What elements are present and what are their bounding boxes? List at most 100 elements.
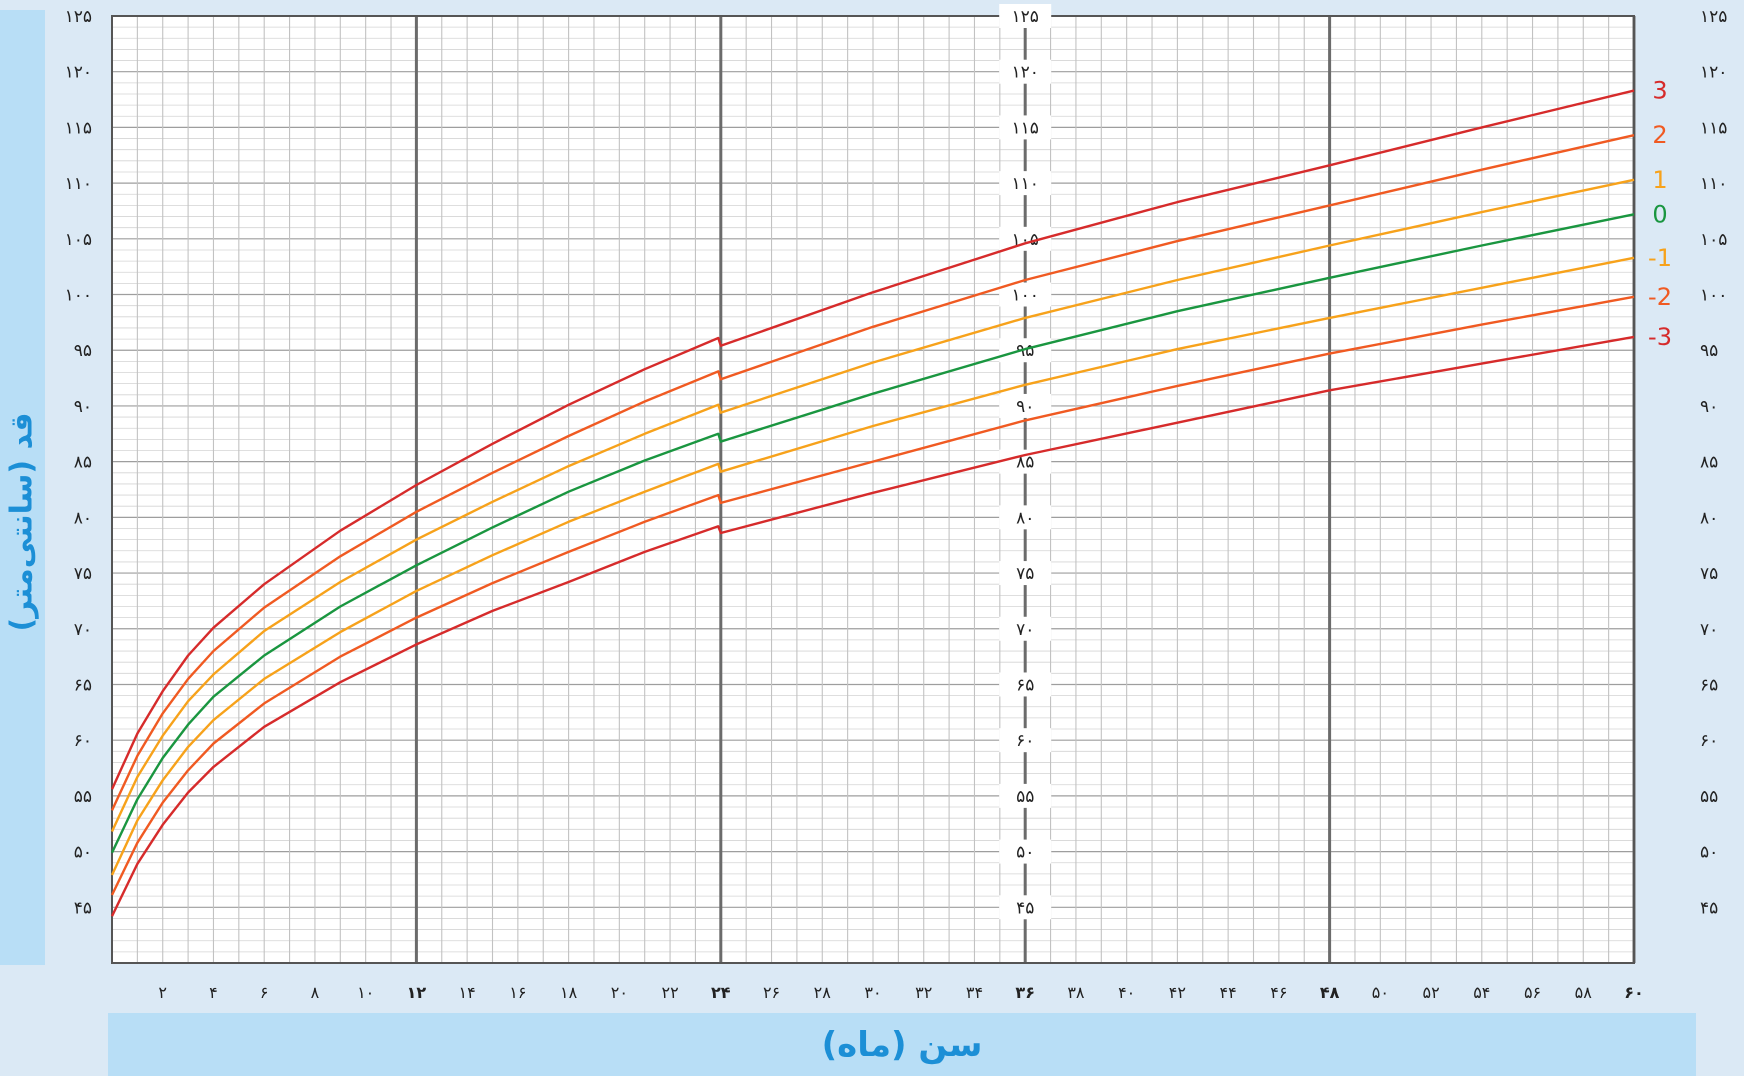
y-tick-label-right: ۹۵: [1700, 341, 1718, 361]
x-tick-label: ۵۲: [1422, 983, 1439, 1002]
series-line: [110, 295, 1635, 896]
y-tick-label-center: ۱۰۰: [1011, 286, 1038, 306]
y-tick-label-center: ۵۰: [1016, 843, 1034, 863]
x-tick-label: ۲۶: [763, 983, 780, 1002]
x-tick-label: ۳۲: [915, 983, 932, 1002]
y-tick-label-right: ۷۰: [1700, 620, 1718, 640]
y-tick-label-right: ۸۵: [1700, 453, 1718, 473]
series-line: [110, 335, 1635, 917]
y-tick-label-left: ۹۵: [74, 341, 92, 361]
x-tick-label: ۶۰: [1624, 983, 1644, 1002]
y-tick-label-center: ۶۵: [1016, 675, 1034, 695]
y-tick-label-right: ۶۵: [1700, 675, 1718, 695]
y-tick-label-center: ۸۰: [1016, 508, 1034, 528]
y-tick-label-left: ۱۱۰: [65, 174, 92, 194]
series-line: [110, 178, 1635, 833]
y-tick-label-left: ۵۰: [74, 843, 92, 863]
y-tick-label-center: ۱۱۵: [1011, 118, 1038, 138]
y-tick-label-center: ۸۵: [1016, 453, 1034, 473]
growth-chart: ۲ ۴ ۶ ۸ ۱۰ ۱۲ ۱۴ ۱۶ ۱۸ ۲۰ ۲۲ ۲۴ ۲۶ ۲۸ ۳۰ ۳۲ ۳۴ ۳۶ ۳۸ ۴۰ ۴۲ ۴۴…: [65, 4, 1727, 1002]
y-tick-label-center: ۵۵: [1016, 787, 1034, 807]
x-tick-label: ۸: [311, 983, 320, 1002]
grid: [111, 15, 1636, 964]
y-tick-label-center: ۶۰: [1016, 731, 1034, 751]
y-tick-label-center: ۷۰: [1016, 620, 1034, 640]
x-tick-label: ۳۰: [864, 983, 881, 1002]
series-line: [110, 89, 1635, 790]
y-tick-label-left: ۹۰: [74, 397, 92, 417]
x-tick-label: ۲۰: [611, 983, 628, 1002]
x-tick-label: ۱۲: [407, 983, 427, 1002]
x-tick-label: ۲: [158, 983, 167, 1002]
y-tick-label-center: ۱۲۵: [1011, 7, 1038, 27]
y-tick-label-left: ۱۰۵: [65, 230, 92, 250]
y-tick-label-right: ۱۲۰: [1700, 63, 1727, 83]
x-axis-title-band: سن (ماه): [108, 1013, 1696, 1076]
x-tick-label: ۳۸: [1067, 983, 1085, 1002]
y-tick-label-center-bg: [999, 449, 1052, 474]
y-tick-label-right: ۷۵: [1700, 564, 1718, 584]
x-tick-label: ۲۴: [711, 983, 731, 1002]
x-axis-title: سن (ماه): [821, 1024, 983, 1065]
y-tick-label-left: ۶۰: [74, 731, 92, 751]
x-tick-label: ۵۸: [1575, 983, 1593, 1002]
x-tick-label: ۵۴: [1473, 983, 1490, 1002]
series-label: -1: [1648, 244, 1672, 272]
x-tick-label: ۴۸: [1320, 983, 1340, 1002]
y-tick-label-left: ۷۰: [74, 620, 92, 640]
y-tick-label-left: ۱۰۰: [65, 286, 92, 306]
y-tick-label-center: ۴۵: [1016, 898, 1034, 918]
x-tick-label: ۴: [209, 983, 218, 1002]
y-tick-label-center-bg: [999, 616, 1052, 641]
x-tick-label: ۴۶: [1270, 983, 1287, 1002]
y-tick-label-center-bg: [999, 4, 1052, 28]
series-line: [110, 134, 1635, 811]
x-tick-label: ۱۸: [560, 983, 578, 1002]
y-tick-label-right: ۱۱۰: [1700, 174, 1727, 194]
y-tick-label-center: ۹۰: [1016, 397, 1034, 417]
y-tick-label-center-bg: [999, 839, 1052, 864]
y-tick-label-right: ۴۵: [1700, 898, 1718, 918]
x-tick-label: ۱۶: [509, 983, 526, 1002]
y-tick-label-left: ۱۱۵: [65, 118, 92, 138]
series-label: 1: [1652, 166, 1667, 194]
y-tick-label-right: ۹۰: [1700, 397, 1718, 417]
series-label: -2: [1648, 283, 1672, 311]
y-tick-label-left: ۴۵: [74, 898, 92, 918]
y-tick-label-right: ۱۰۰: [1700, 286, 1727, 306]
y-tick-label-center-bg: [999, 115, 1052, 140]
x-tick-label: ۴۴: [1220, 983, 1237, 1002]
series-label: 3: [1652, 77, 1667, 105]
y-tick-label-left: ۷۵: [74, 564, 92, 584]
y-tick-label-center-bg: [999, 783, 1052, 808]
y-tick-label-left: ۱۲۵: [65, 7, 92, 27]
y-tick-label-left: ۵۵: [74, 787, 92, 807]
x-tick-label: ۳۶: [1015, 983, 1035, 1002]
x-tick-label: ۳۴: [966, 983, 983, 1002]
x-tick-label: ۲۲: [661, 983, 678, 1002]
series-label: 2: [1652, 121, 1667, 149]
y-tick-label-right: ۱۱۵: [1700, 118, 1727, 138]
plot-border: [111, 15, 1635, 964]
y-tick-label-center-bg: [999, 895, 1052, 920]
y-tick-label-right: ۵۵: [1700, 787, 1718, 807]
y-tick-label-center-bg: [999, 561, 1052, 586]
y-tick-label-center-bg: [999, 171, 1052, 196]
y-tick-label-center: ۱۲۰: [1011, 63, 1038, 83]
y-tick-label-right: ۱۰۵: [1700, 230, 1727, 250]
y-axis-title-band: قد (سانتی‌متر): [0, 10, 45, 965]
y-tick-label-center-bg: [999, 672, 1052, 697]
series-label: 0: [1652, 200, 1667, 228]
y-tick-label-left: ۸۰: [74, 508, 92, 528]
x-tick-label: ۱۴: [459, 983, 476, 1002]
x-tick-label: ۵۶: [1524, 983, 1541, 1002]
x-tick-label: ۵۰: [1372, 983, 1389, 1002]
y-tick-label-center: ۹۵: [1016, 341, 1034, 361]
series-line: [110, 256, 1635, 876]
x-tick-label: ۴۰: [1118, 983, 1135, 1002]
y-tick-label-center-bg: [999, 505, 1052, 530]
y-tick-label-left: ۶۵: [74, 675, 92, 695]
y-tick-label-center-bg: [999, 59, 1052, 84]
x-tick-label: ۱۰: [357, 983, 374, 1002]
y-tick-label-center: ۷۵: [1016, 564, 1034, 584]
